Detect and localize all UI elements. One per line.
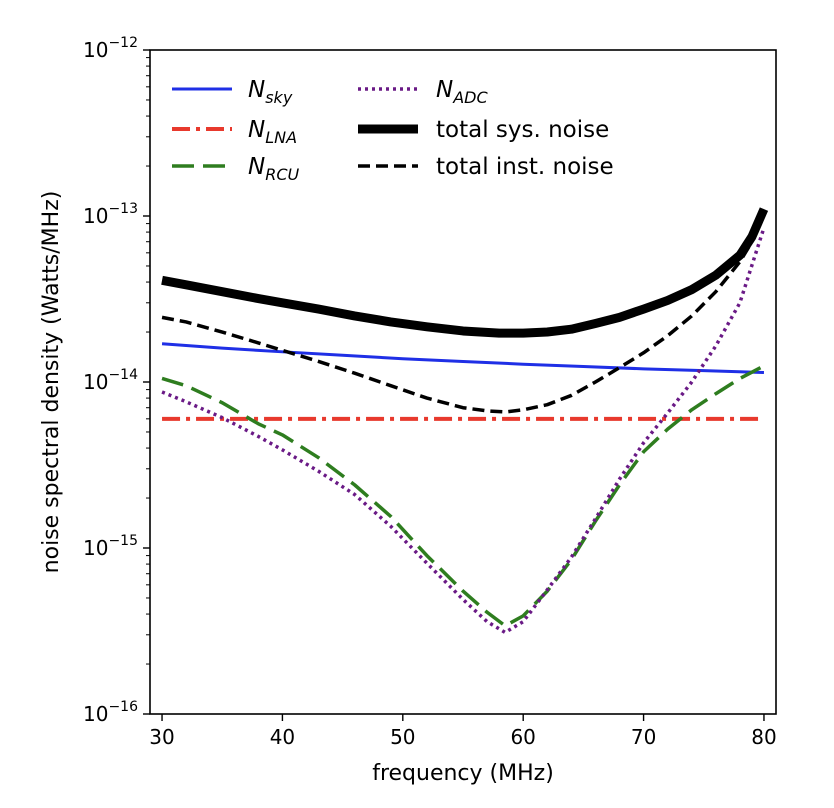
x-tick-label-3: 60 <box>510 725 535 749</box>
y-tick-label-0: 10−16 <box>83 699 138 726</box>
y-axis-label: noise spectral density (Watts/MHz) <box>39 191 64 574</box>
series-line-0 <box>161 342 765 375</box>
y-tick-label-3: 10−13 <box>83 201 138 228</box>
plot-background <box>150 50 776 714</box>
x-axis-label: frequency (MHz) <box>372 761 554 786</box>
y-tick-label-2: 10−14 <box>83 367 138 394</box>
series-layer <box>161 207 769 635</box>
x-tick-label-4: 70 <box>631 725 656 749</box>
legend-label-2: NRCU <box>248 154 300 184</box>
series-line-2 <box>161 364 765 628</box>
legend-label-0: Nsky <box>248 77 293 107</box>
x-axis: 30 40 50 60 70 80 <box>149 714 777 749</box>
y-tick-label-1: 10−15 <box>83 533 138 560</box>
series-line-4 <box>161 207 769 338</box>
legend-label-4: total sys. noise <box>436 117 609 143</box>
legend-label-1: NLNA <box>248 117 297 147</box>
legend-label-5: total inst. noise <box>436 154 614 180</box>
x-tick-label-5: 80 <box>751 725 776 749</box>
legend-label-3: NADC <box>436 77 488 107</box>
x-tick-label-0: 30 <box>149 725 174 749</box>
x-tick-label-2: 50 <box>390 725 415 749</box>
legend: Nsky NLNA NRCU NADC total sys. noise total in… <box>172 77 614 184</box>
y-tick-label-4: 10−12 <box>83 35 138 62</box>
y-axis: 10−16 10−15 10−14 10−13 10−12 <box>83 35 150 726</box>
x-tick-label-1: 40 <box>270 725 295 749</box>
series-line-5 <box>161 211 766 414</box>
